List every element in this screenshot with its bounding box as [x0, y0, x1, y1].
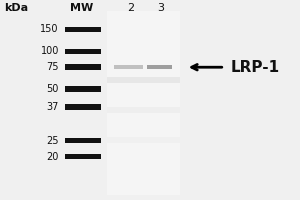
Bar	[107, 107, 180, 113]
Text: 25: 25	[46, 136, 59, 146]
Text: 150: 150	[40, 24, 59, 34]
Bar	[107, 77, 180, 83]
Text: MW: MW	[70, 3, 93, 13]
Text: 50: 50	[46, 84, 59, 94]
Text: 37: 37	[46, 102, 59, 112]
Bar	[147, 65, 172, 69]
Bar	[107, 137, 180, 143]
Text: 3: 3	[157, 3, 164, 13]
Bar	[65, 49, 101, 54]
Bar	[65, 138, 101, 143]
Bar	[65, 27, 101, 32]
Bar	[65, 64, 101, 70]
Bar	[65, 104, 101, 110]
Text: kDa: kDa	[4, 3, 28, 13]
Text: 20: 20	[46, 152, 59, 162]
Text: LRP-1: LRP-1	[231, 60, 280, 75]
Bar	[107, 11, 180, 195]
Bar	[114, 65, 142, 69]
Text: 2: 2	[127, 3, 134, 13]
Bar	[65, 154, 101, 159]
Text: 75: 75	[46, 62, 59, 72]
Text: 100: 100	[40, 46, 59, 56]
Bar	[65, 86, 101, 92]
